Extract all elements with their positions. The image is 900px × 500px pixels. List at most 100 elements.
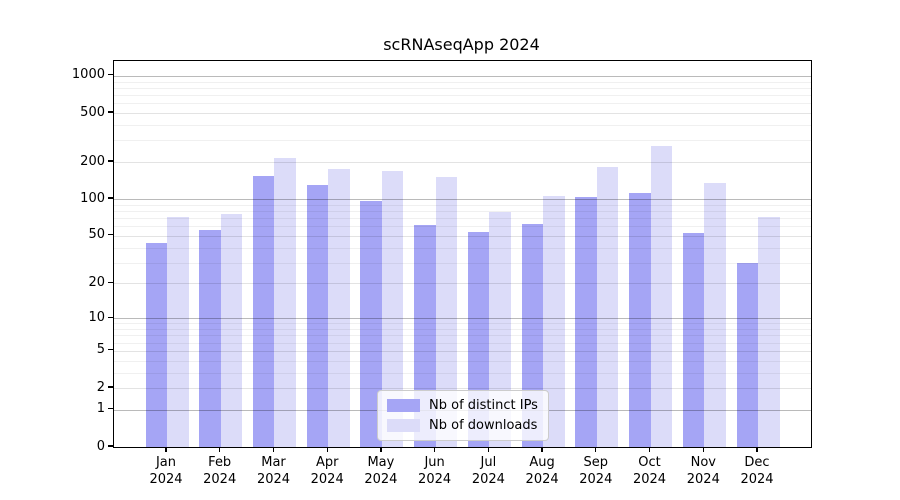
x-tick-label-dec: Dec 2024 — [740, 455, 774, 487]
x-tick-label-sep: Sep 2024 — [579, 455, 613, 487]
y-tick-mark — [108, 160, 113, 162]
legend-entry-distinct-ips: Nb of distinct IPs — [387, 398, 538, 413]
gridline — [114, 342, 811, 344]
gridline — [114, 103, 811, 105]
bar-ips-oct — [629, 193, 651, 447]
gridline — [114, 95, 811, 96]
x-tick-mark — [165, 447, 167, 453]
y-tick-label: 0 — [96, 438, 105, 454]
gridline — [114, 204, 811, 206]
x-tick-label-feb: Feb 2024 — [203, 455, 237, 487]
bar-downloads-feb — [220, 213, 243, 447]
y-tick-label: 10 — [88, 309, 105, 325]
x-tick-label-may: May 2024 — [364, 455, 398, 487]
bar-ips-apr — [306, 185, 329, 447]
x-tick-mark — [702, 447, 704, 453]
bar-ips-jan — [145, 242, 167, 447]
gridline — [114, 75, 811, 77]
bar-downloads-aug — [543, 196, 565, 447]
legend-entry-downloads: Nb of downloads — [387, 418, 538, 433]
gridline — [114, 318, 811, 320]
bar-downloads-jul — [489, 211, 511, 447]
y-tick-mark — [108, 281, 113, 284]
y-tick-mark — [108, 445, 113, 447]
y-tick-mark — [108, 349, 113, 351]
x-tick-label-aug: Aug 2024 — [525, 455, 559, 487]
gridline — [114, 162, 811, 164]
x-tick-mark — [487, 447, 489, 453]
bar-ips-sep — [575, 197, 597, 447]
legend-swatch-distinct-ips-icon — [387, 399, 420, 412]
chart-title: scRNAseqApp 2024 — [383, 35, 540, 54]
gridline — [114, 218, 811, 219]
y-tick-label: 1000 — [71, 67, 105, 83]
bar-downloads-oct — [650, 145, 673, 447]
x-tick-mark — [434, 447, 436, 453]
gridline — [114, 335, 811, 337]
x-tick-label-apr: Apr 2024 — [310, 455, 344, 487]
bar-downloads-sep — [596, 166, 619, 447]
x-tick-mark — [648, 447, 651, 453]
gridline — [114, 210, 811, 212]
bar-downloads-nov — [704, 182, 726, 447]
gridline — [114, 329, 811, 330]
plot-area: Nb of distinct IPs Nb of downloads — [113, 60, 812, 448]
bar-ips-feb — [199, 229, 221, 447]
gridline — [114, 81, 811, 83]
gridline — [114, 323, 811, 325]
legend: Nb of distinct IPs Nb of downloads — [377, 390, 549, 441]
legend-swatch-downloads-icon — [387, 419, 420, 432]
gridline — [114, 87, 811, 89]
x-tick-mark — [595, 447, 597, 453]
gridline — [114, 125, 811, 126]
y-tick-mark — [108, 408, 113, 410]
gridline — [114, 140, 811, 142]
x-tick-mark — [756, 447, 758, 453]
legend-label: Nb of downloads — [429, 418, 538, 433]
y-tick-label: 2 — [96, 379, 105, 395]
bar-downloads-mar — [274, 158, 296, 447]
gridline — [114, 113, 811, 114]
y-tick-mark — [108, 234, 113, 236]
gridline — [114, 372, 811, 374]
x-tick-mark — [541, 447, 543, 453]
gridline — [114, 235, 811, 237]
x-tick-label-jul: Jul 2024 — [471, 455, 505, 487]
y-tick-label: 200 — [80, 153, 105, 169]
bar-downloads-jan — [167, 217, 189, 447]
gridline — [114, 388, 811, 389]
bar-ips-mar — [252, 176, 275, 447]
y-tick-label: 50 — [88, 227, 105, 243]
x-tick-mark — [272, 447, 275, 453]
y-tick-mark — [108, 74, 113, 76]
x-tick-mark — [326, 447, 328, 453]
gridline — [114, 262, 811, 264]
x-tick-mark — [380, 447, 382, 453]
y-tick-label: 5 — [96, 342, 105, 358]
y-tick-label: 100 — [80, 190, 105, 206]
bar-downloads-apr — [328, 168, 350, 447]
bar-downloads-dec — [758, 217, 780, 447]
y-tick-mark — [108, 386, 113, 388]
bar-ips-dec — [736, 262, 758, 447]
gridline — [114, 247, 811, 249]
y-tick-mark — [108, 111, 113, 113]
x-tick-label-jun: Jun 2024 — [418, 455, 452, 487]
bar-ips-nov — [682, 232, 705, 447]
x-tick-mark — [219, 447, 221, 453]
y-tick-label: 1 — [96, 401, 105, 417]
x-tick-label-jan: Jan 2024 — [149, 455, 183, 487]
y-tick-label: 20 — [88, 274, 105, 290]
gridline — [114, 283, 811, 285]
y-tick-mark — [108, 316, 113, 318]
x-tick-label-nov: Nov 2024 — [686, 455, 720, 487]
gridline — [114, 226, 811, 228]
bar-ips-may — [360, 201, 382, 447]
gridline — [114, 350, 811, 352]
gridline — [114, 199, 811, 201]
bar-downloads-jun — [435, 177, 458, 447]
x-tick-label-oct: Oct 2024 — [632, 455, 667, 487]
bar-downloads-may — [381, 170, 404, 447]
y-tick-mark — [108, 197, 113, 199]
